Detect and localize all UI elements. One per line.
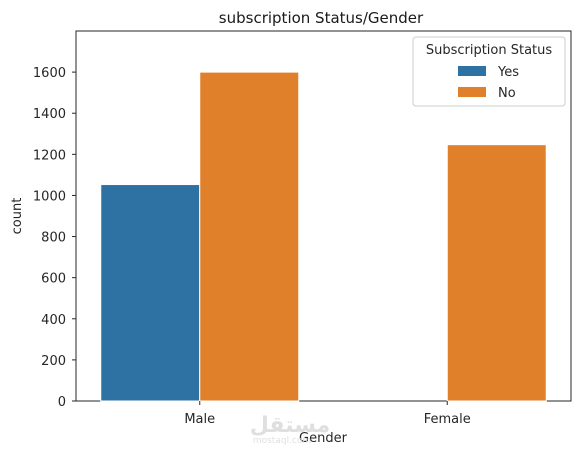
watermark: مستقل mostaql.com	[250, 413, 330, 446]
bar-yes-male	[100, 184, 201, 402]
legend-frame	[412, 36, 566, 107]
plot-frame	[75, 30, 572, 402]
x-axis: Male Female	[184, 401, 471, 427]
chart-title: subscription Status/Gender	[219, 9, 424, 27]
legend: Subscription Status Yes No	[412, 36, 566, 107]
legend-items: Yes No	[458, 65, 519, 101]
bar-no-female	[446, 144, 547, 402]
x-axis-title: Gender	[299, 431, 348, 446]
y-tick-label: 1600	[33, 66, 66, 81]
y-axis-title: count	[10, 198, 25, 235]
y-tick-label: 0	[58, 395, 66, 410]
y-tick-label: 800	[41, 231, 66, 246]
legend-title: Subscription Status	[426, 43, 553, 58]
bars	[100, 71, 547, 402]
y-axis: 0 200 400 600 800 1000 1200 1400 1600	[33, 66, 76, 410]
y-tick-label: 400	[41, 313, 66, 328]
watermark-subtext: mostaql.com	[253, 436, 311, 446]
x-tick-label-female: Female	[424, 412, 471, 427]
plot-area	[75, 30, 572, 402]
legend-label-yes: Yes	[497, 65, 519, 80]
y-tick-label: 600	[41, 272, 66, 287]
legend-swatch-yes	[458, 66, 486, 76]
bar-no-male	[199, 71, 300, 402]
legend-swatch-no	[458, 87, 486, 97]
watermark-logo: مستقل	[250, 413, 330, 438]
legend-label-no: No	[498, 86, 516, 101]
y-tick-label: 1400	[33, 107, 66, 122]
x-tick-label-male: Male	[184, 412, 215, 427]
y-tick-label: 1200	[33, 148, 66, 163]
y-tick-label: 200	[41, 354, 66, 369]
y-tick-label: 1000	[33, 189, 66, 204]
